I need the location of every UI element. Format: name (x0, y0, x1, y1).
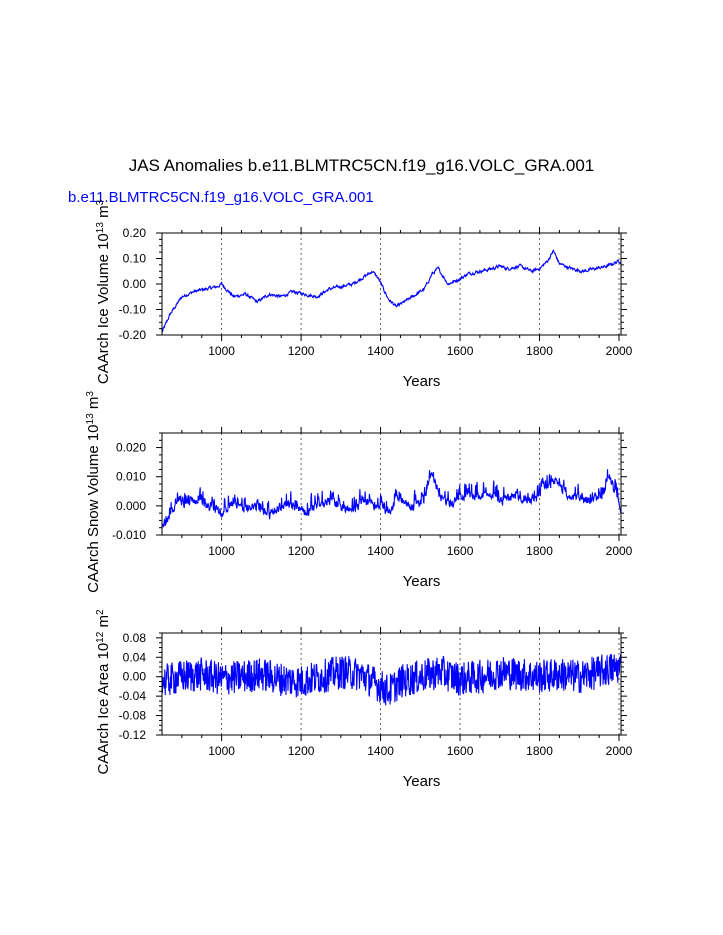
x-tick-label-1600: 1600 (447, 744, 474, 758)
plot-frame-1 (161, 232, 622, 336)
y-tick-label-0.010: 0.010 (116, 470, 146, 484)
x-tick-label-1000: 1000 (208, 744, 235, 758)
y-tick-label-0.20: 0.20 (123, 226, 147, 240)
y-tick-label--0.04: -0.04 (119, 689, 147, 703)
x-tick-label-1600: 1600 (447, 344, 474, 358)
x-tick-label-1800: 1800 (526, 744, 553, 758)
y-axis-label-1: CAArch Ice Volume 1013 m3 (95, 199, 113, 384)
x-tick-label-1200: 1200 (288, 744, 315, 758)
x-tick-label-1600: 1600 (447, 544, 474, 558)
x-tick-label-1400: 1400 (367, 544, 394, 558)
x-tick-label-1000: 1000 (208, 544, 235, 558)
chart-panel-3: 1000 1200 1400 1600 1800 2000 -0.12 -0.08 -0.04 0… (95, 609, 633, 790)
y-tick-label--0.10: -0.10 (119, 303, 147, 317)
x-tick-label-1400: 1400 (367, 744, 394, 758)
y-tick-label-0.08: 0.08 (123, 631, 147, 645)
x-tick-label-1200: 1200 (288, 344, 315, 358)
y-tick-label--0.010: -0.010 (112, 528, 146, 542)
series-line-1 (161, 249, 622, 333)
x-tick-label-1200: 1200 (288, 544, 315, 558)
y-tick-label--0.12: -0.12 (119, 728, 147, 742)
y-tick-label--0.20: -0.20 (119, 328, 147, 342)
x-tick-label-1400: 1400 (367, 344, 394, 358)
chart-title: JAS Anomalies b.e11.BLMTRC5CN.f19_g16.VO… (128, 156, 595, 175)
x-axis-label-2: Years (403, 573, 441, 590)
y-tick-label--0.08: -0.08 (119, 709, 147, 723)
plot-frame-3 (161, 632, 622, 736)
chart-subtitle: b.e11.BLMTRC5CN.f19_g16.VOLC_GRA.001 (68, 189, 374, 206)
y-tick-label-0.000: 0.000 (116, 499, 146, 513)
y-tick-label-0.04: 0.04 (123, 650, 147, 664)
x-axis-label-3: Years (403, 773, 441, 790)
y-axis-label-2: CAArch Snow Volume 1013 m3 (85, 391, 103, 593)
chart-panel-1: 1000 1200 1400 1600 1800 2000 -0.20 -0.10 0.00 0.… (95, 199, 633, 390)
x-axis-label-1: Years (403, 373, 441, 390)
y-axis-label-3: CAArch Ice Area 1012 m2 (95, 609, 113, 775)
y-tick-label-0.020: 0.020 (116, 441, 146, 455)
series-line-3 (161, 654, 622, 706)
y-tick-label-0.00: 0.00 (123, 277, 147, 291)
x-tick-label-1000: 1000 (208, 344, 235, 358)
y-tick-label-0.00: 0.00 (123, 670, 147, 684)
y-tick-label-0.10: 0.10 (123, 252, 147, 266)
x-tick-label-1800: 1800 (526, 544, 553, 558)
x-tick-label-1800: 1800 (526, 344, 553, 358)
x-tick-label-2000: 2000 (606, 344, 633, 358)
series-line-2 (161, 469, 622, 529)
plot-frame-2 (161, 432, 622, 536)
x-tick-label-2000: 2000 (606, 544, 633, 558)
chart-panel-2: 1000 1200 1400 1600 1800 2000 -0.010 0.000 0.010… (85, 391, 633, 593)
x-tick-label-2000: 2000 (606, 744, 633, 758)
